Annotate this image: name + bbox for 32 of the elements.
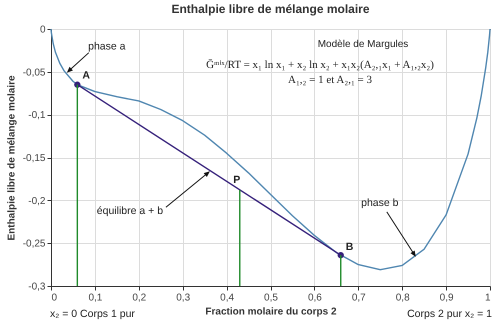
x-tick-label: 0,2 [132,292,147,304]
y-tick-label: -0,25 [22,238,46,250]
x-tick-label: 0,1 [88,292,103,304]
text: Corps 2 pur x₂ = 1 [407,308,492,320]
annotation: B [346,241,354,254]
annotation: A₁,₂ = 1 et A₂,₁ = 3 [288,74,372,86]
annotation: phase b [361,196,399,209]
annotation: phase a [88,40,126,53]
x-tick-label: 0,7 [352,292,366,304]
x-tick-label: 0 [52,292,58,304]
annotation: Ḡᵐⁱˣ/RT = x₁ ln x₁ + x₂ ln x₂ + x₁x₂(A₂,₁x₁ + A₁,₂x₂) [206,59,434,71]
annotation: équilibre a + b [96,205,164,218]
y-tick-label: -0,05 [22,67,46,78]
x-tick-label: 1 [484,292,491,304]
x-tick-label: 0,6 [308,292,322,304]
chart-title: Enthalpie libre de mélange molaire [171,2,370,16]
text: x₂ = 0 Corps 1 pur [50,308,136,320]
y-tick-label: -0,2 [28,196,46,207]
y-tick-label: -0,15 [22,153,46,164]
annotation: P [233,174,240,186]
annotation: A [82,70,90,82]
y-tick-label: -0,3 [28,282,46,292]
annotation: Modèle de Margules [318,39,408,50]
x-tick-label: 0,4 [220,292,234,304]
y-tick-label: -0,1 [28,110,46,122]
x-tick-label: 0,5 [264,292,278,304]
x-tick-label: 0,8 [396,292,410,304]
x-tick-label: 0,9 [440,292,454,304]
y-axis-title: Enthalpie libre de mélange molaire [6,75,18,241]
x-tick-label: 0,3 [176,292,191,304]
x-axis-title: Fraction molaire du corps 2 [205,306,338,318]
y-tick-label: 0 [40,24,46,36]
